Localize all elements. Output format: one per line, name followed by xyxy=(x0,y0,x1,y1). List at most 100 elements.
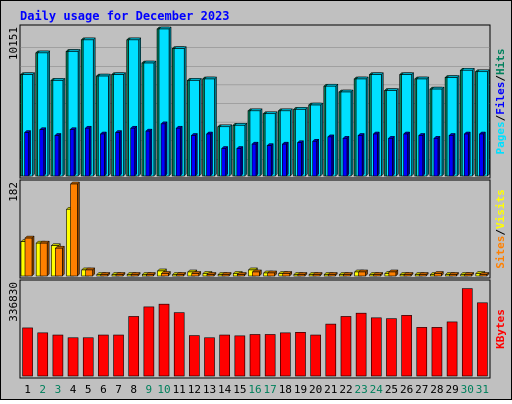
bar-files xyxy=(448,135,454,177)
bar-files xyxy=(297,142,302,177)
bar-pages-side xyxy=(92,37,96,177)
bar-files xyxy=(251,143,257,177)
bar-files-side xyxy=(104,131,107,177)
bar-kbytes xyxy=(325,323,337,377)
bar-sites xyxy=(145,274,154,277)
bar-sites xyxy=(55,247,63,277)
legend-separator: / xyxy=(494,114,507,121)
bar-kbytes xyxy=(249,334,261,377)
bar-files-side xyxy=(179,125,183,177)
bar-kbytes xyxy=(234,335,246,377)
bar-kbytes xyxy=(98,334,109,377)
bar-sites xyxy=(191,273,200,277)
bar-sites xyxy=(236,274,245,277)
bar-files xyxy=(206,133,211,177)
bar-files-side xyxy=(210,131,213,177)
bar-files xyxy=(418,135,424,177)
bar-kbytes xyxy=(128,316,140,377)
bar-kbytes xyxy=(67,337,79,377)
bar-pages-side xyxy=(183,45,187,177)
x-tick-label: 1 xyxy=(24,383,31,396)
bar-sites xyxy=(85,269,93,277)
x-tick-label: 5 xyxy=(85,383,92,396)
bar-files-side xyxy=(195,132,198,177)
bar-kbytes xyxy=(416,327,428,377)
bar-kbytes xyxy=(340,316,352,377)
bar-files-side xyxy=(164,121,168,177)
legend-hits: Hits xyxy=(494,49,507,76)
x-tick-label: 30 xyxy=(461,383,474,396)
bar-kbytes xyxy=(82,337,94,377)
legend-pages: Pages xyxy=(494,121,507,154)
bar-kbytes xyxy=(431,327,443,377)
x-tick-label: 8 xyxy=(130,383,137,396)
bar-kbytes xyxy=(280,332,291,377)
bar-sites xyxy=(176,274,184,277)
bar-files xyxy=(282,143,287,177)
x-tick-label: 3 xyxy=(55,383,62,396)
bar-kbytes xyxy=(461,288,473,377)
bar-files xyxy=(145,130,151,177)
x-tick-label: 12 xyxy=(188,383,201,396)
x-tick-label: 31 xyxy=(476,383,489,396)
bar-sites xyxy=(267,272,275,277)
bar-files-side xyxy=(119,129,122,177)
bar-files-side xyxy=(149,128,153,177)
bar-files xyxy=(39,129,45,177)
bar-sites xyxy=(39,242,48,277)
bar-pages-side xyxy=(108,73,111,177)
bar-files-side xyxy=(134,125,137,177)
bar-kbytes xyxy=(173,312,185,377)
bar-sites xyxy=(403,274,412,277)
bar-sites xyxy=(343,274,351,277)
bar-files-side xyxy=(225,145,228,177)
bar-files xyxy=(327,136,333,177)
bar-sites xyxy=(434,273,442,277)
x-tick-label: 16 xyxy=(248,383,261,396)
bar-sites xyxy=(252,271,260,277)
x-tick-label: 4 xyxy=(70,383,77,396)
bar-files xyxy=(372,133,378,177)
bar-kbytes xyxy=(386,318,397,377)
bar-files xyxy=(403,133,408,177)
panel-visits-sites: 182 Sites/Visits xyxy=(7,179,507,279)
bar-pages-side xyxy=(199,77,202,177)
bar-files xyxy=(463,133,469,177)
x-tick-label: 6 xyxy=(100,383,107,396)
x-tick-label: 7 xyxy=(115,383,122,396)
bar-kbytes xyxy=(113,334,124,377)
bar-files xyxy=(357,135,363,177)
bar-files xyxy=(84,127,90,177)
bar-sites xyxy=(24,237,33,277)
bar-files xyxy=(54,135,60,177)
panel-legend: Sites/Visits xyxy=(494,189,507,269)
bar-sites xyxy=(100,274,109,277)
bar-sites xyxy=(161,273,169,277)
bar-kbytes xyxy=(37,332,49,377)
x-tick-label: 25 xyxy=(385,383,398,396)
bar-sites xyxy=(70,183,78,277)
x-tick-label: 23 xyxy=(355,383,368,396)
bar-kbytes xyxy=(219,334,230,377)
bar-sites xyxy=(479,274,488,277)
bar-files xyxy=(236,148,242,177)
bar-files xyxy=(160,123,166,177)
bar-files xyxy=(433,138,439,177)
bar-files xyxy=(115,132,120,177)
bar-sites xyxy=(464,274,472,277)
x-tick-label: 11 xyxy=(173,383,186,396)
bar-pages-side xyxy=(77,48,81,177)
bar-pages-side xyxy=(168,26,172,177)
panel-frame xyxy=(19,179,491,279)
bar-files-side xyxy=(73,127,77,177)
bar-kbytes xyxy=(189,335,200,377)
legend-separator: / xyxy=(494,229,507,236)
legend-sites: Sites xyxy=(494,236,507,269)
bar-sites xyxy=(373,274,382,277)
bar-files xyxy=(479,133,484,177)
x-tick-label: 27 xyxy=(415,383,428,396)
x-tick-label: 15 xyxy=(233,383,246,396)
bar-sites xyxy=(449,274,457,277)
